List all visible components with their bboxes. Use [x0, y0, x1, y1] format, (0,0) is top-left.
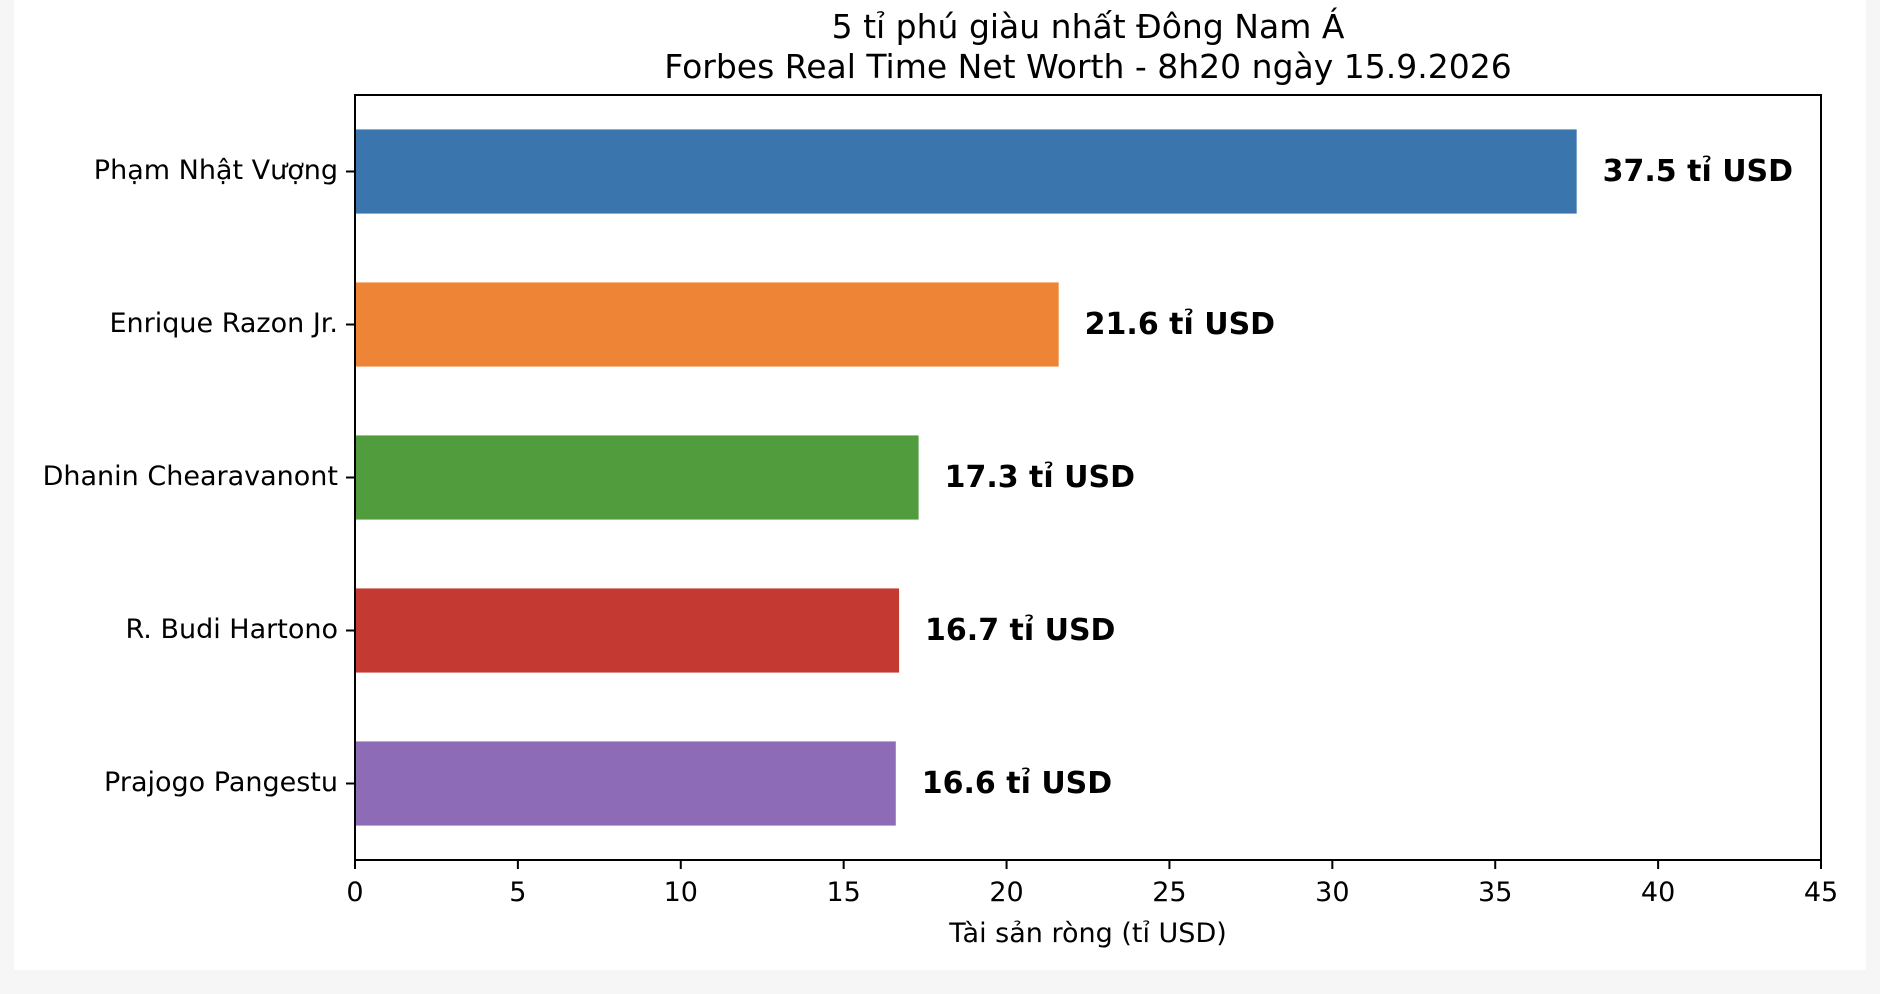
x-tick-label-6: 30: [1315, 877, 1349, 908]
plot-frame: [354, 94, 1822, 861]
x-tick-label-4: 20: [989, 877, 1023, 908]
bar-1: [355, 129, 1577, 214]
bars-group: [355, 129, 1577, 826]
data-label-3: 17.3 tỉ USD: [945, 460, 1135, 495]
data-label-1: 37.5 tỉ USD: [1603, 154, 1793, 189]
y-tick-label-3: Dhanin Chearavanont: [43, 461, 338, 492]
y-axis: Phạm Nhật Vượng Enrique Razon Jr. Dhanin C…: [43, 155, 355, 798]
data-label-4: 16.7 tỉ USD: [925, 613, 1115, 648]
x-axis-label: Tài sản ròng (tỉ USD): [948, 918, 1227, 949]
data-label-5: 16.6 tỉ USD: [922, 766, 1112, 801]
x-tick-label-0: 0: [346, 877, 363, 908]
x-axis: 0 5 10 15 20 25 30 35 40 45: [346, 860, 1838, 908]
bar-chart: 5 tỉ phú giàu nhất Đông Nam Á Forbes Rea…: [43, 6, 1839, 949]
data-labels-group: 37.5 tỉ USD 21.6 tỉ USD 17.3 tỉ USD 16.7 tỉ…: [922, 154, 1793, 801]
data-label-2: 21.6 tỉ USD: [1085, 307, 1275, 342]
y-tick-label-2: Enrique Razon Jr.: [110, 308, 339, 339]
chart-subtitle: Forbes Real Time Net Worth - 8h20 ngày 1…: [664, 47, 1511, 86]
x-tick-label-9: 45: [1804, 877, 1838, 908]
y-tick-label-5: Prajogo Pangestu: [104, 767, 338, 798]
bar-5: [355, 741, 896, 826]
chart-figure: 5 tỉ phú giàu nhất Đông Nam Á Forbes Rea…: [14, 0, 1866, 970]
x-tick-label-8: 40: [1641, 877, 1675, 908]
x-tick-label-2: 10: [664, 877, 698, 908]
bar-2: [355, 282, 1059, 367]
chart-title: 5 tỉ phú giàu nhất Đông Nam Á: [832, 6, 1345, 46]
y-tick-label-1: Phạm Nhật Vượng: [94, 155, 338, 186]
x-tick-label-5: 25: [1152, 877, 1186, 908]
x-tick-label-1: 5: [509, 877, 526, 908]
x-tick-label-7: 35: [1478, 877, 1512, 908]
bar-3: [355, 435, 919, 520]
y-tick-label-4: R. Budi Hartono: [125, 614, 338, 645]
x-tick-label-3: 15: [826, 877, 860, 908]
bar-4: [355, 588, 900, 673]
